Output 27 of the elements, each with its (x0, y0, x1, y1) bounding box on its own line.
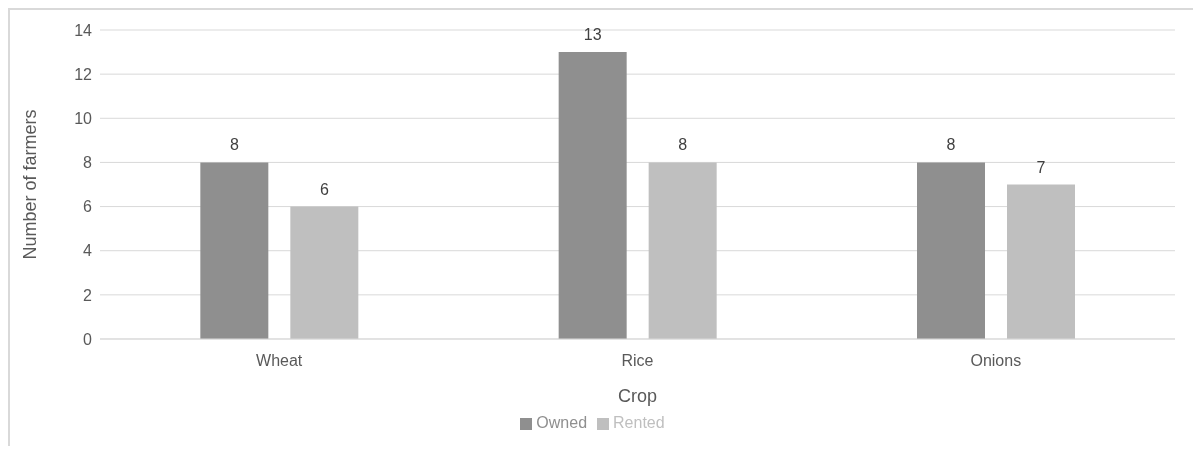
y-tick-label: 14 (74, 21, 93, 39)
data-label: 8 (229, 136, 239, 154)
y-tick-label: 10 (74, 109, 93, 127)
x-tick-label: Onions (970, 352, 1022, 370)
y-tick-label: 6 (83, 198, 93, 216)
data-label: 8 (946, 136, 956, 154)
y-tick-label: 12 (74, 65, 93, 83)
legend-label: Owned (536, 414, 588, 431)
legend-label: Rented (613, 414, 665, 431)
bar (200, 162, 269, 339)
y-tick-label: 2 (83, 286, 93, 304)
bar (1007, 184, 1075, 339)
bar (917, 162, 985, 339)
x-axis-title: Crop (617, 386, 658, 406)
data-label: 8 (678, 136, 688, 154)
x-tick-label: Wheat (256, 352, 303, 370)
y-axis-title: Number of farmers (20, 109, 41, 260)
data-label: 7 (1036, 158, 1046, 176)
bar (648, 162, 717, 339)
bar (558, 52, 627, 339)
y-tick-label: 0 (83, 330, 93, 348)
data-label: 13 (583, 26, 602, 44)
x-tick-label: Rice (621, 352, 654, 370)
y-tick-label: 4 (83, 242, 93, 260)
bar (290, 206, 359, 339)
y-tick-label: 8 (83, 154, 93, 172)
data-label: 6 (319, 180, 329, 198)
